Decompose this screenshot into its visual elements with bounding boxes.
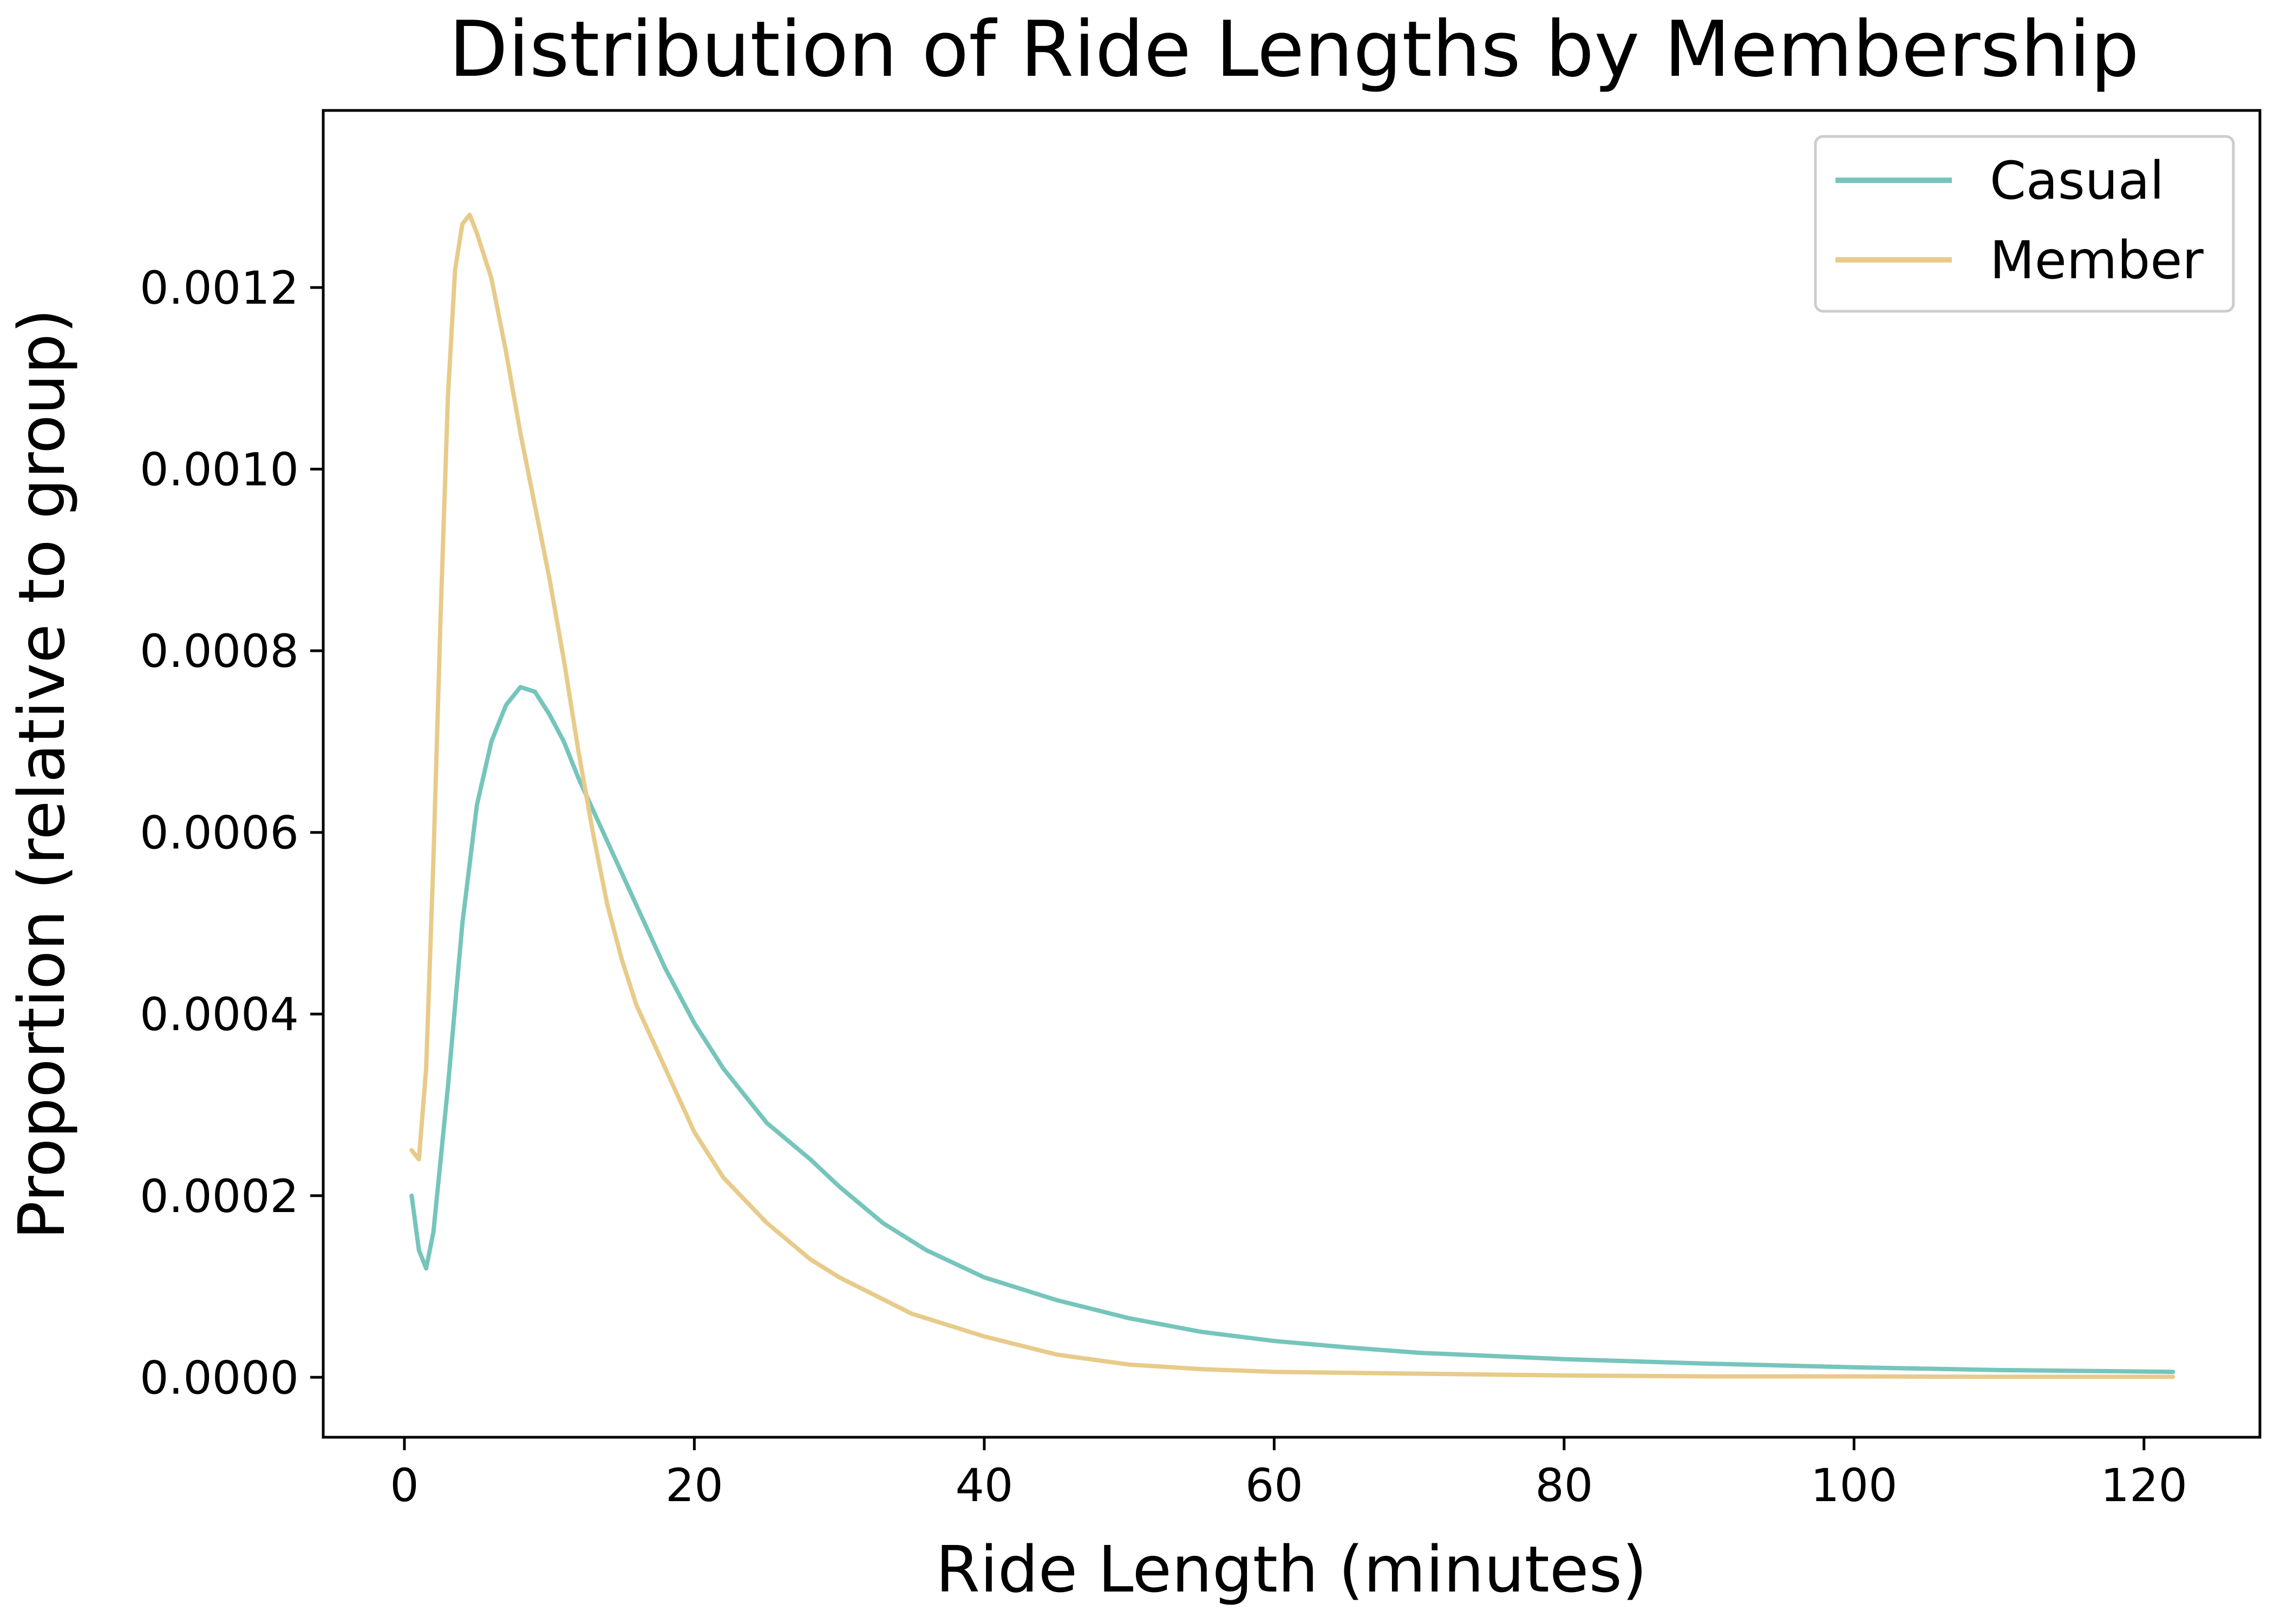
x-axis: 0 20 40 60 80 100 120	[390, 1437, 2187, 1512]
y-tick-label: 0.0002	[140, 1170, 299, 1223]
x-tick-label: 120	[2101, 1459, 2187, 1512]
y-tick-label: 0.0012	[140, 261, 299, 315]
axes-frame	[322, 109, 2262, 1439]
x-tick-label: 0	[390, 1459, 419, 1512]
plot-area	[409, 212, 2175, 1379]
y-axis-label: Proportion (relative to group)	[4, 309, 79, 1240]
legend-label-casual: Casual	[1990, 150, 2164, 211]
y-tick-label: 0.0010	[140, 443, 299, 496]
y-tick-label: 0.0008	[140, 625, 299, 678]
x-tick-label: 60	[1245, 1459, 1303, 1512]
chart-title: Distribution of Ride Lengths by Membersh…	[449, 5, 2139, 94]
y-axis: 0.0000 0.0002 0.0004 0.0006 0.0008 0.0010 0.00…	[140, 261, 323, 1404]
y-tick-label: 0.0000	[140, 1351, 299, 1404]
x-tick-label: 100	[1811, 1459, 1897, 1512]
y-tick-label: 0.0006	[140, 807, 299, 860]
x-tick-label: 40	[955, 1459, 1013, 1512]
x-axis-label: Ride Length (minutes)	[936, 1532, 1647, 1607]
y-tick-label: 0.0004	[140, 988, 299, 1041]
legend: Casual Member	[1814, 135, 2235, 313]
series-line-member	[409, 212, 2175, 1379]
x-tick-label: 80	[1535, 1459, 1593, 1512]
legend-label-member: Member	[1990, 230, 2204, 291]
series-line-casual	[409, 685, 2175, 1374]
x-tick-label: 20	[665, 1459, 723, 1512]
